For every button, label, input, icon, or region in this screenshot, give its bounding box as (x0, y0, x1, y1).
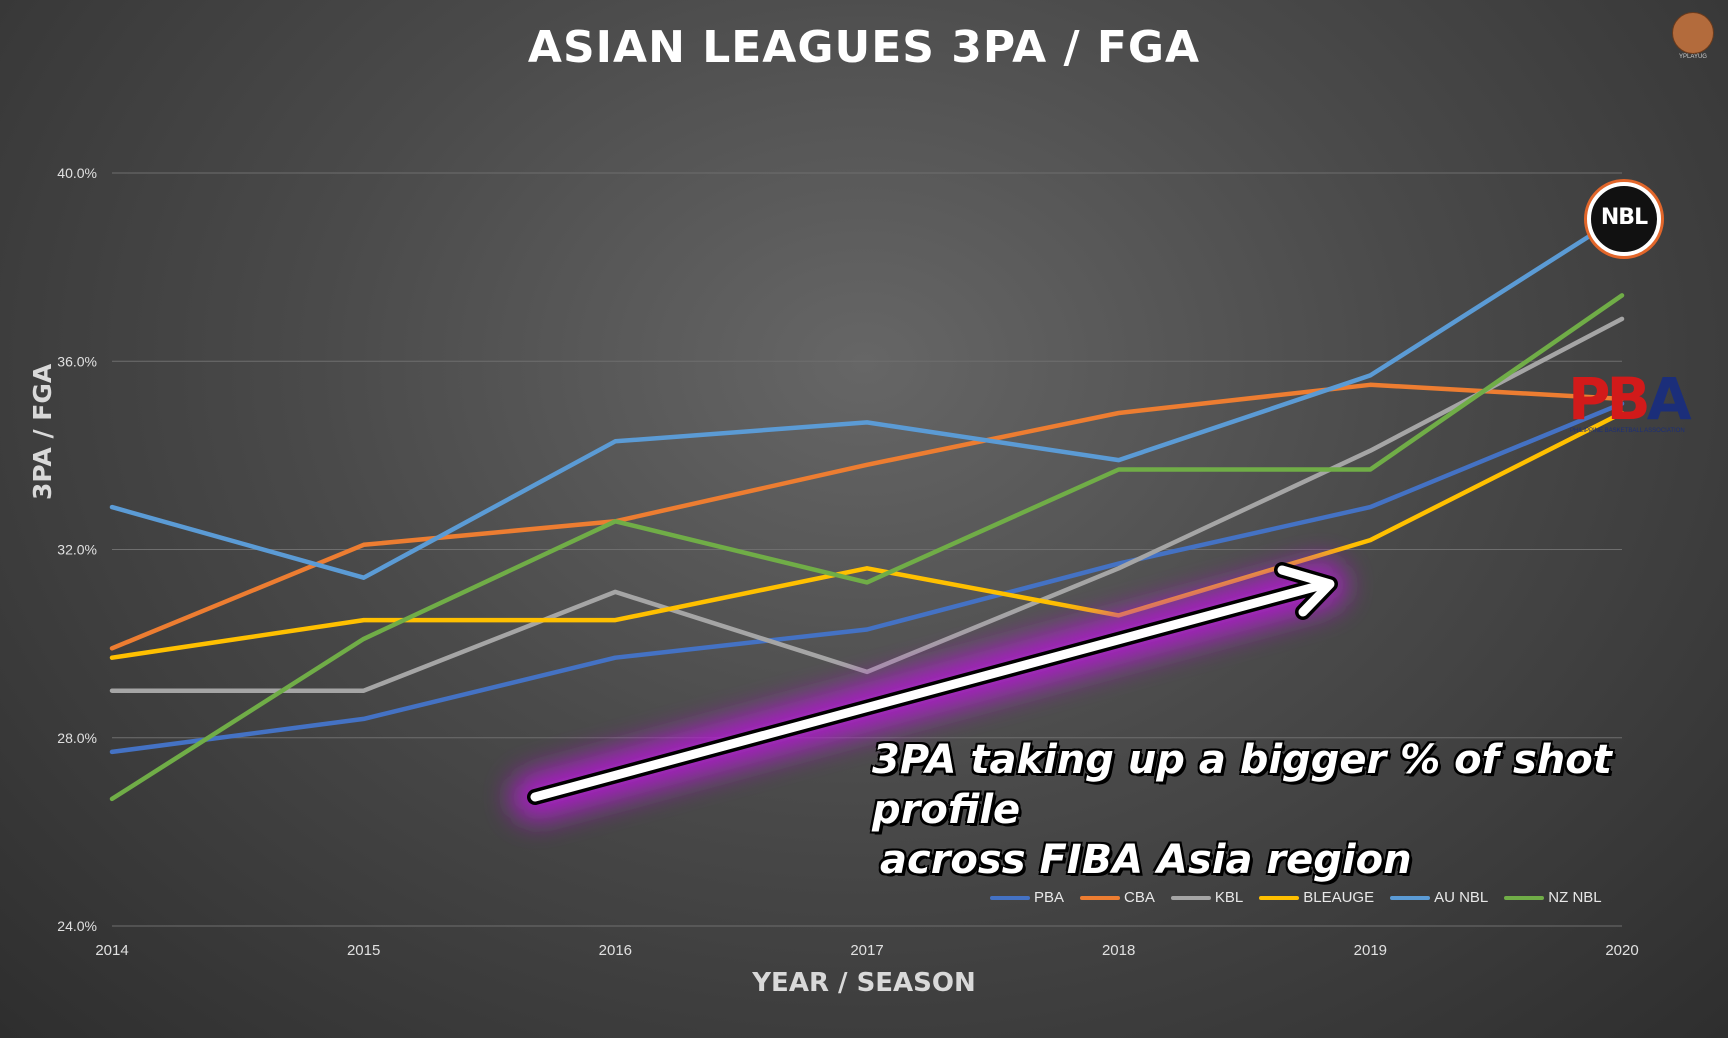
legend-swatch (1259, 895, 1300, 900)
legend-label: CBA (1124, 889, 1155, 906)
trend-arrow-head (1277, 565, 1335, 617)
pba-letter-b: B (1606, 365, 1651, 433)
x-tick-label: 2014 (95, 942, 128, 959)
y-tick-label: 32.0% (57, 542, 97, 558)
legend-swatch (1170, 895, 1211, 900)
trend-arrow (530, 580, 1327, 802)
pba-letter-p: P (1568, 365, 1610, 433)
corner-logo: YPLAYUG (1670, 12, 1716, 62)
x-tick-label: 2015 (347, 942, 380, 959)
legend-swatch (1390, 895, 1431, 900)
x-tick-label: 2019 (1354, 942, 1387, 959)
trend-annotation: 3PA taking up a bigger % of shot profile… (872, 735, 1728, 885)
pba-letter-a: A (1646, 365, 1692, 433)
y-tick-label: 40.0% (57, 165, 97, 181)
legend-item: NZ NBL (1504, 889, 1602, 906)
x-tick-label: 2020 (1605, 942, 1638, 959)
annotation-line-2: across FIBA Asia region (880, 837, 1412, 883)
nbl-logo-text: NBL (1600, 205, 1648, 230)
series-line-nz-nbl (109, 293, 1625, 802)
legend-swatch (1504, 895, 1545, 900)
pba-logo: PBA PHILIPPINE BASKETBALL ASSOCIATION (1568, 370, 1712, 440)
legend-item: CBA (1080, 889, 1155, 906)
annotation-line-1: 3PA taking up a bigger % of shot profile (872, 737, 1612, 833)
legend-swatch (990, 895, 1030, 900)
corner-logo-caption: YPLAYUG (1679, 54, 1707, 60)
legend-label: BLEAUGE (1303, 889, 1375, 906)
legend-item: AU NBL (1390, 889, 1488, 906)
basketball-icon (1672, 12, 1714, 54)
x-tick-label: 2017 (850, 942, 883, 959)
y-tick-label: 36.0% (57, 353, 97, 369)
series-line-au-nbl (109, 213, 1625, 580)
legend-label: KBL (1214, 889, 1244, 906)
legend-label: AU NBL (1434, 889, 1489, 906)
legend-item: BLEAUGE (1259, 889, 1374, 906)
nbl-logo: NBL (1587, 182, 1661, 256)
legend-item: PBA (990, 889, 1064, 906)
y-tick-label: 28.0% (57, 730, 97, 746)
legend-item: KBL (1170, 889, 1244, 906)
pba-logo-letters: PBA (1568, 370, 1692, 428)
x-axis-label: YEAR / SEASON (752, 968, 976, 998)
series-line-kbl (109, 316, 1625, 693)
legend-label: NZ NBL (1548, 889, 1602, 906)
chart-legend: PBA CBA KBL BLEAUGE AU NBL NZ NBL (990, 889, 1602, 906)
chart-title: ASIAN LEAGUES 3PA / FGA (527, 22, 1201, 73)
y-tick-label: 24.0% (57, 918, 97, 934)
legend-swatch (1080, 895, 1121, 900)
x-tick-label: 2018 (1102, 942, 1135, 959)
series-line-bleauge (109, 410, 1625, 660)
series-line-pba (109, 401, 1625, 755)
pba-logo-caption: PHILIPPINE BASKETBALL ASSOCIATION (1570, 428, 1685, 434)
series-line-cba (109, 382, 1625, 651)
x-tick-label: 2016 (599, 942, 632, 959)
legend-label: PBA (1034, 889, 1065, 906)
